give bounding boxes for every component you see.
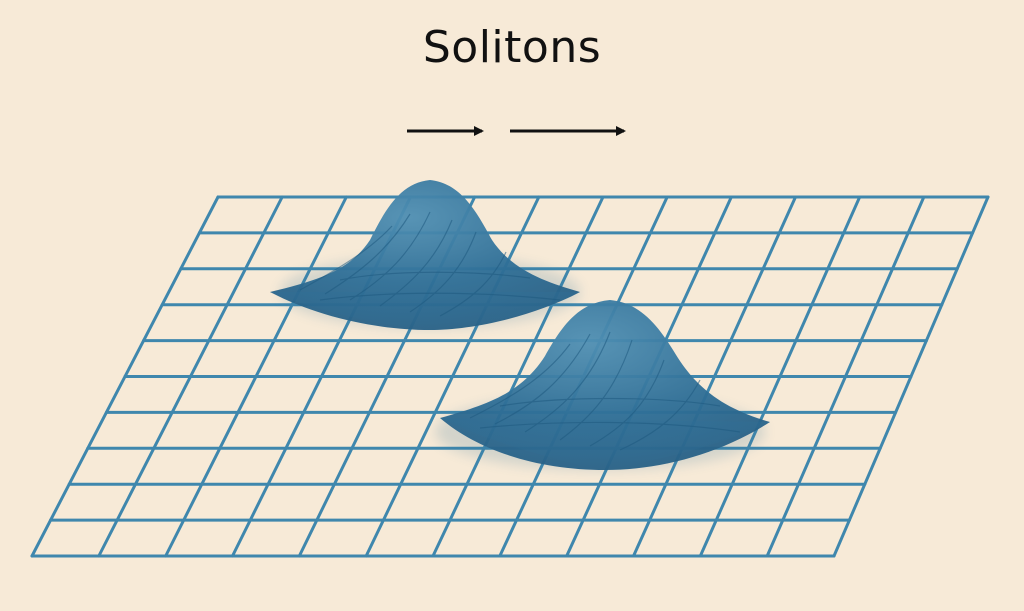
grid-plane xyxy=(30,195,990,558)
soliton-wave-2 xyxy=(435,300,770,470)
soliton-wave-1 xyxy=(270,180,580,330)
grid-column-line xyxy=(698,195,862,558)
grid-column-line xyxy=(765,195,926,558)
figure-title: Solitons xyxy=(422,22,602,73)
grid-column-line xyxy=(164,195,348,558)
grid-column-line xyxy=(30,195,220,558)
grid-column-line xyxy=(97,195,284,558)
grid-column-line xyxy=(832,195,990,558)
grid-column-line xyxy=(431,195,605,558)
grid-column-line xyxy=(632,195,797,558)
grid-column-line xyxy=(364,195,541,558)
